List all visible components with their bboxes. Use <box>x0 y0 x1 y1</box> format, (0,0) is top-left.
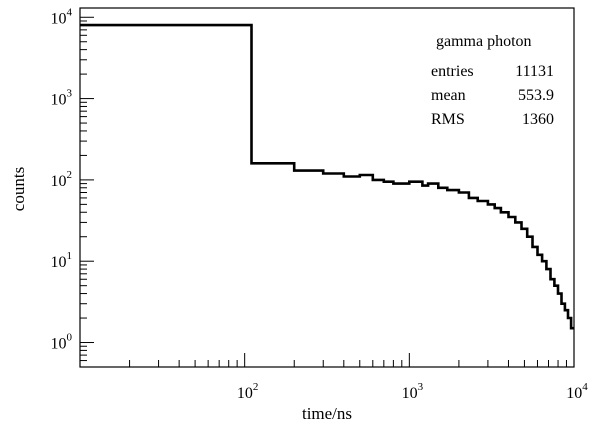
stats-entries-value: 11131 <box>515 63 554 80</box>
stats-entries-label: entries <box>431 63 474 80</box>
x-axis-label: time/ns <box>302 404 352 423</box>
y-tick-label: 100 <box>51 332 73 353</box>
y-tick-label: 102 <box>51 169 73 190</box>
tick-labels: 102 103 104 100 101 102 103 104 <box>51 6 589 402</box>
stats-rms-label: RMS <box>431 111 465 128</box>
y-tick-label: 104 <box>51 6 73 27</box>
x-tick-label: 104 <box>566 381 588 402</box>
histogram-series-line <box>80 23 574 330</box>
y-tick-label: 101 <box>51 250 73 271</box>
stats-title: gamma photon <box>436 33 532 50</box>
stats-box: gamma photon entries 11131 mean 553.9 RM… <box>431 33 554 128</box>
stats-mean-value: 553.9 <box>518 87 554 104</box>
y-axis-label: counts <box>9 167 28 211</box>
plot-frame <box>79 7 575 368</box>
axis-ticks <box>79 16 567 368</box>
x-tick-label: 102 <box>237 381 259 402</box>
stats-mean-label: mean <box>431 87 466 104</box>
stats-rms-value: 1360 <box>522 111 554 128</box>
y-tick-label: 103 <box>51 88 73 109</box>
x-tick-label: 103 <box>402 381 424 402</box>
